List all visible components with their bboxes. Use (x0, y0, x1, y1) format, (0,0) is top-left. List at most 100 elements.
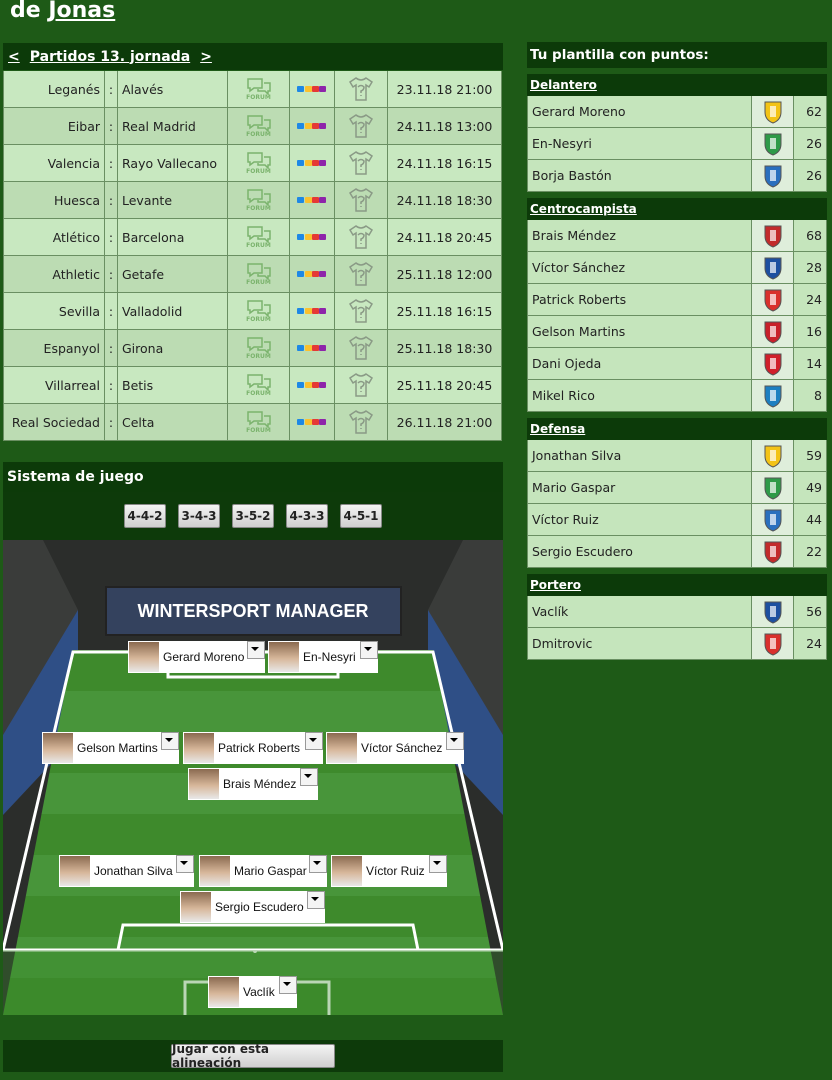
odds-icon (297, 345, 326, 351)
odds-bar (297, 160, 304, 166)
forum-icon[interactable]: FORUM (246, 410, 272, 434)
system-button[interactable]: 3-5-2 (232, 504, 274, 528)
cell: Leganés (3, 71, 105, 108)
group-name[interactable]: Delantero (530, 78, 597, 92)
player-dropdown[interactable] (300, 768, 318, 786)
forum-icon[interactable]: FORUM (246, 77, 272, 101)
spot (253, 949, 257, 953)
player-photo (200, 856, 230, 886)
cell (335, 293, 388, 330)
cell: Sergio Escudero (527, 536, 752, 568)
player-name: Vaclík (532, 604, 569, 619)
player-photo (189, 769, 219, 799)
forum-icon[interactable]: FORUM (246, 151, 272, 175)
submit-bar: Jugar con esta alineación (3, 1040, 503, 1072)
board-left (3, 610, 78, 815)
club-logo (764, 601, 781, 624)
submit-button[interactable]: Jugar con esta alineación (171, 1042, 335, 1070)
odds-bar (305, 308, 312, 314)
player-chip: Brais Méndez (188, 768, 318, 800)
forum-icon[interactable]: FORUM (246, 336, 272, 360)
prev-link[interactable]: < (8, 48, 20, 65)
system-button[interactable]: 3-4-3 (178, 504, 220, 528)
cell (752, 348, 794, 380)
bubble (256, 304, 271, 317)
player-name: Patrick Roberts (532, 292, 627, 307)
cell: Borja Bastón (527, 160, 752, 192)
forum-icon[interactable]: FORUM (246, 188, 272, 212)
player-dropdown[interactable] (360, 641, 378, 659)
squad-row: Vaclík 56 (527, 596, 827, 628)
odds-bar (312, 160, 319, 166)
cell: 24.11.18 18:30 (388, 182, 502, 219)
system-button[interactable]: 4-5-1 (340, 504, 382, 528)
next-link[interactable]: > (200, 48, 212, 65)
player-points: 62 (806, 104, 822, 119)
cell: : (105, 71, 118, 108)
bubble (246, 152, 263, 167)
player-dropdown[interactable] (305, 732, 323, 750)
odds-bar (305, 123, 312, 129)
shirt-mark (357, 121, 365, 133)
player-dropdown[interactable] (161, 732, 179, 750)
cell: Valladolid (118, 293, 228, 330)
shirt-mark (357, 84, 365, 96)
player-photo (327, 733, 357, 763)
player-points: 44 (806, 512, 822, 527)
player-dropdown[interactable] (247, 641, 265, 659)
cell: Mario Gaspar (527, 472, 752, 504)
title-prefix: de (10, 0, 41, 23)
player-name: Vaclík (243, 985, 275, 999)
forum-bubbles (246, 115, 271, 132)
bubble (246, 226, 263, 241)
odds-bar (312, 123, 319, 129)
arrow (433, 861, 441, 865)
cell (290, 367, 335, 404)
page-title: de Jonas (10, 0, 115, 23)
club-band (769, 513, 776, 525)
match-row: Eibar: Real Madrid FORUM 24.11.18 13:00 (0, 108, 503, 145)
forum-label: FORUM (246, 427, 271, 434)
shirt-icon (348, 188, 374, 212)
user-link[interactable]: Jonas (48, 0, 116, 23)
forum-icon[interactable]: FORUM (246, 373, 272, 397)
cell: FORUM (228, 404, 290, 441)
group-header: Centrocampista (527, 198, 827, 220)
odds-bar (319, 345, 326, 351)
bubble (246, 300, 263, 315)
round-title[interactable]: Partidos 13. jornada (29, 48, 191, 65)
system-button[interactable]: 4-4-2 (124, 504, 166, 528)
forum-bubbles (246, 189, 271, 206)
player-dropdown[interactable] (309, 855, 327, 873)
system-button[interactable]: 4-3-3 (286, 504, 328, 528)
forum-icon[interactable]: FORUM (246, 262, 272, 286)
cell (290, 293, 335, 330)
cell (752, 252, 794, 284)
player-dropdown[interactable] (429, 855, 447, 873)
forum-icon[interactable]: FORUM (246, 114, 272, 138)
away-team: Getafe (122, 266, 165, 282)
group-name[interactable]: Centrocampista (530, 202, 637, 216)
group-name[interactable]: Portero (530, 578, 581, 592)
cell (335, 182, 388, 219)
arrow (364, 647, 372, 651)
match-date: 24.11.18 18:30 (396, 192, 493, 208)
group-name[interactable]: Defensa (530, 422, 586, 436)
away-team: Barcelona (122, 229, 185, 245)
group-header: Delantero (527, 74, 827, 96)
forum-icon[interactable]: FORUM (246, 225, 272, 249)
formation-bar: 4-4-2 3-4-3 3-5-2 4-3-3 4-5-1 (3, 492, 503, 540)
odds-bar (297, 308, 304, 314)
player-chip: Jonathan Silva (59, 855, 194, 887)
cell (752, 284, 794, 316)
player-dropdown[interactable] (446, 732, 464, 750)
bubble (256, 378, 271, 391)
club-band (769, 261, 776, 273)
cell (335, 256, 388, 293)
forum-icon[interactable]: FORUM (246, 299, 272, 323)
separator: : (108, 377, 114, 393)
player-dropdown[interactable] (307, 891, 325, 909)
cell (752, 128, 794, 160)
player-dropdown[interactable] (176, 855, 194, 873)
player-dropdown[interactable] (279, 976, 297, 994)
